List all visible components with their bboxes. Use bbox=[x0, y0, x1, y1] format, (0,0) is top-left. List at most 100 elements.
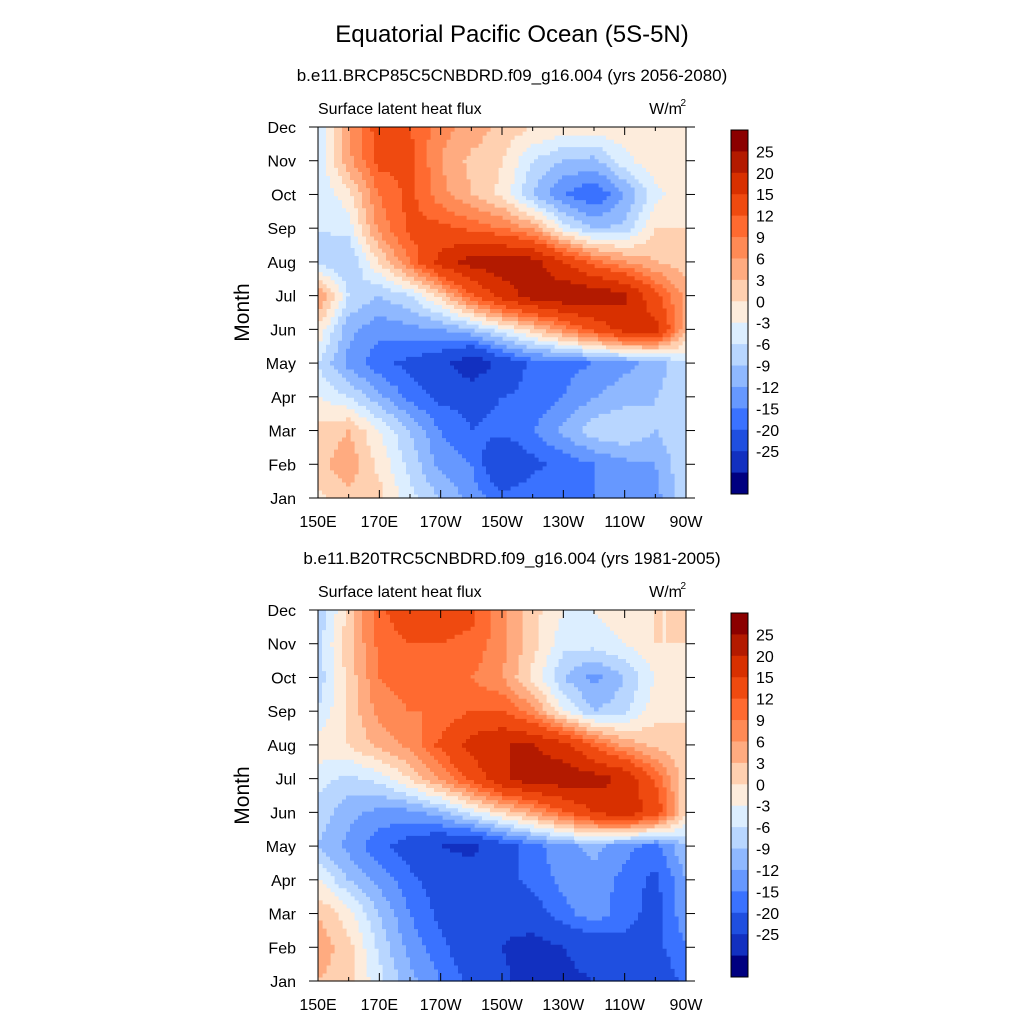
colorbar-swatch bbox=[731, 848, 748, 871]
x-tick-label: 90W bbox=[670, 514, 704, 531]
colorbar-swatch bbox=[731, 429, 748, 452]
colorbar-swatch bbox=[731, 912, 748, 935]
x-tick-label: 170W bbox=[420, 514, 463, 531]
heatmap-field bbox=[318, 610, 687, 982]
colorbar-label: 25 bbox=[756, 144, 774, 161]
heatmap-field bbox=[318, 127, 687, 499]
y-tick-label: Jul bbox=[276, 772, 296, 789]
colorbar-swatch bbox=[731, 194, 748, 217]
heatmap-band bbox=[330, 155, 675, 499]
colorbar-swatch bbox=[731, 472, 748, 495]
colorbar-label: 9 bbox=[756, 230, 765, 247]
x-tick-label: 150E bbox=[299, 514, 336, 531]
heatmap-band bbox=[346, 171, 663, 499]
x-tick-label: 170E bbox=[361, 997, 398, 1014]
colorbar-swatch bbox=[731, 613, 748, 635]
x-tick-label: 130W bbox=[542, 997, 585, 1014]
colorbar-swatch bbox=[731, 130, 748, 152]
y-tick-label: Apr bbox=[271, 390, 297, 407]
colorbar-label: -25 bbox=[756, 927, 779, 944]
colorbar-label: 0 bbox=[756, 777, 765, 794]
y-tick-label: Jun bbox=[270, 322, 296, 339]
panel-title: b.e11.BRCP85C5CNBDRD.f09_g16.004 (yrs 20… bbox=[296, 66, 728, 85]
y-tick-label: Jul bbox=[276, 289, 296, 306]
heatmap-chart: 150E 170E 170W 150W 130W 110W 90W Jan Feb Mar Apr M… bbox=[231, 98, 779, 531]
y-tick-label: May bbox=[266, 839, 296, 856]
y-tick-label: Oct bbox=[271, 187, 296, 204]
heatmap-band bbox=[342, 674, 687, 982]
units-label: W/m bbox=[649, 101, 682, 118]
panel-future: b.e11.BRCP85C5CNBDRD.f09_g16.004 (yrs 20… bbox=[0, 56, 1024, 536]
x-tick-label: 110W bbox=[604, 997, 646, 1014]
heatmap-band bbox=[318, 127, 687, 499]
y-axis-label: Month bbox=[231, 766, 254, 824]
y-tick-label: May bbox=[266, 356, 296, 373]
colorbar-label: 6 bbox=[756, 734, 765, 751]
colorbar-swatch bbox=[731, 215, 748, 238]
colorbar-swatch bbox=[731, 934, 748, 956]
x-tick-label: 150E bbox=[299, 997, 336, 1014]
colorbar-swatch bbox=[731, 172, 748, 195]
colorbar-swatch bbox=[731, 655, 748, 678]
colorbar: 25 20 15 12 9 6 3 0 -3 -6 -9 -12 -15 -20 -25 bbox=[730, 612, 779, 978]
colorbar-label: 3 bbox=[756, 273, 765, 290]
colorbar-swatch bbox=[731, 827, 748, 849]
colorbar-label: 3 bbox=[756, 756, 765, 773]
y-tick-label: Apr bbox=[271, 873, 297, 890]
colorbar-label: -3 bbox=[756, 316, 770, 333]
y-tick-label: Mar bbox=[268, 424, 296, 441]
y-tick-label: Jan bbox=[270, 491, 296, 508]
figure-title: Equatorial Pacific Ocean (5S-5N) bbox=[335, 21, 689, 48]
heatmap-band bbox=[362, 610, 675, 829]
heatmap-band bbox=[450, 356, 491, 382]
y-tick-label: Jun bbox=[270, 805, 296, 822]
colorbar-label: -9 bbox=[756, 842, 770, 859]
colorbar-swatch bbox=[731, 891, 748, 914]
heatmap-band bbox=[318, 610, 687, 982]
colorbar-swatch bbox=[731, 237, 748, 259]
y-tick-label: Dec bbox=[268, 603, 296, 620]
colorbar-label: -20 bbox=[756, 423, 779, 440]
colorbar: 25 20 15 12 9 6 3 0 -3 -6 -9 -12 -15 -20 -25 bbox=[730, 129, 779, 495]
heatmap-band bbox=[394, 344, 547, 491]
y-tick-label: Nov bbox=[268, 637, 296, 654]
colorbar-swatch bbox=[731, 344, 748, 366]
colorbar-swatch bbox=[731, 301, 748, 324]
colorbar-label: -15 bbox=[756, 401, 779, 418]
colorbar-label: -20 bbox=[756, 906, 779, 923]
x-tick-label: 170W bbox=[420, 997, 463, 1014]
panel-title: b.e11.B20TRC5CNBDRD.f09_g16.004 (yrs 198… bbox=[303, 549, 721, 568]
y-tick-label: Jan bbox=[270, 974, 296, 991]
colorbar-swatch bbox=[731, 634, 748, 657]
panel-historical: b.e11.B20TRC5CNBDRD.f09_g16.004 (yrs 198… bbox=[0, 539, 1024, 1019]
colorbar-swatch bbox=[731, 869, 748, 892]
colorbar-label: 15 bbox=[756, 670, 774, 687]
colorbar-swatch bbox=[731, 322, 748, 345]
heatmap-band bbox=[374, 610, 667, 825]
y-tick-label: Sep bbox=[268, 704, 297, 721]
y-axis-label: Month bbox=[231, 283, 254, 341]
heatmap-band bbox=[370, 127, 671, 338]
colorbar-swatch bbox=[731, 408, 748, 431]
colorbar-label: -12 bbox=[756, 863, 779, 880]
x-tick-label: 90W bbox=[670, 997, 704, 1014]
colorbar-label: -9 bbox=[756, 359, 770, 376]
colorbar-swatch bbox=[731, 451, 748, 473]
colorbar-swatch bbox=[731, 677, 748, 700]
heatmap-band bbox=[462, 726, 643, 817]
x-tick-label: 150W bbox=[481, 514, 524, 531]
colorbar-label: 12 bbox=[756, 692, 774, 709]
x-tick-label: 110W bbox=[604, 514, 646, 531]
x-tick-label: 150W bbox=[481, 997, 524, 1014]
colorbar-label: -15 bbox=[756, 884, 779, 901]
colorbar-label: -6 bbox=[756, 820, 770, 837]
colorbar-swatch bbox=[731, 955, 748, 978]
colorbar-label: -3 bbox=[756, 799, 770, 816]
heatmap-band bbox=[318, 610, 679, 978]
y-tick-label: Sep bbox=[268, 221, 297, 238]
heatmap-band bbox=[458, 256, 627, 306]
y-tick-label: Oct bbox=[271, 670, 296, 687]
y-tick-label: Dec bbox=[268, 120, 296, 137]
units-superscript: 2 bbox=[680, 581, 686, 592]
